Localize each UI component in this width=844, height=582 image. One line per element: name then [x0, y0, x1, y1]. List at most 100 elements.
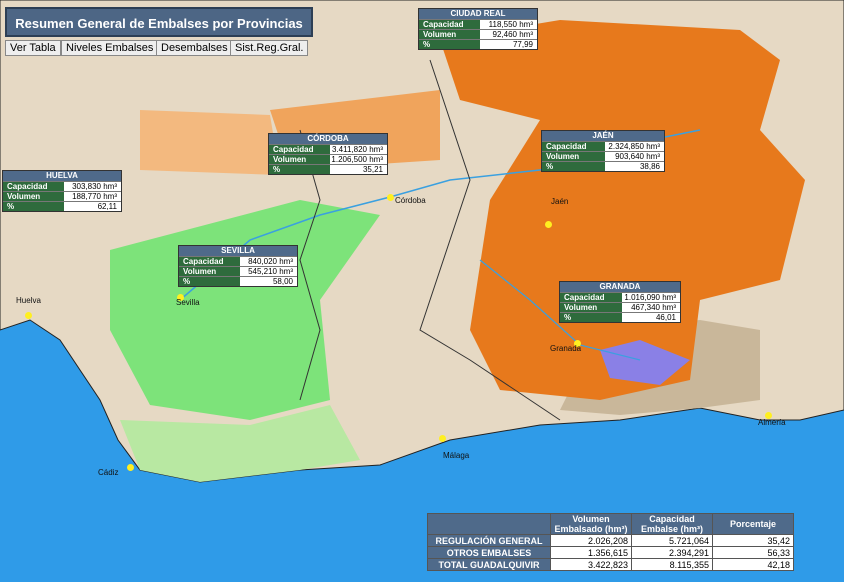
- table-cell: TOTAL GUADALQUIVIR: [427, 558, 551, 571]
- province-row: Volumen 1.206,500 hm³: [269, 154, 387, 164]
- row-value: 92,460 hm³: [492, 30, 533, 39]
- province-box[interactable]: HUELVA Capacidad 303,830 hm³ Volumen 188,770…: [2, 170, 122, 212]
- province-box[interactable]: GRANADA Capacidad 1.016,090 hm³ Volumen 467,…: [559, 281, 681, 323]
- button[interactable]: Niveles Embalses: [61, 40, 159, 56]
- table-cell: OTROS EMBALSES: [427, 546, 551, 559]
- province-row: Capacidad 3.411,820 hm³: [269, 144, 387, 154]
- row-label: Capacidad: [560, 293, 622, 302]
- province-name: HUELVA: [3, 171, 121, 181]
- city-label: Cádiz: [98, 468, 119, 477]
- row-value: 38,86: [639, 162, 660, 171]
- province-row: % 58,00: [179, 276, 297, 286]
- table-cell: 2.026,208: [550, 534, 632, 547]
- province-name: CIUDAD REAL: [419, 9, 537, 19]
- button[interactable]: Sist.Reg.Gral.: [230, 40, 309, 56]
- province-row: Volumen 903,640 hm³: [542, 151, 664, 161]
- row-label: %: [3, 202, 64, 211]
- row-value: 118,550 hm³: [488, 20, 533, 29]
- row-label: Volumen: [419, 30, 480, 39]
- header-cell: [427, 513, 551, 535]
- row-label: %: [269, 165, 330, 174]
- row-label: %: [179, 277, 240, 286]
- city-dot: [127, 464, 134, 471]
- row-label: %: [560, 313, 622, 322]
- table-cell: REGULACIÓN GENERAL: [427, 534, 551, 547]
- row-value: 545,210 hm³: [248, 267, 293, 276]
- header-cell: Capacidad Embalse (hm³): [631, 513, 713, 535]
- province-name: GRANADA: [560, 282, 680, 292]
- row-label: Capacidad: [542, 142, 605, 151]
- row-label: Capacidad: [419, 20, 480, 29]
- province-name: CÓRDOBA: [269, 134, 387, 144]
- province-row: % 46,01: [560, 312, 680, 322]
- province-row: Volumen 92,460 hm³: [419, 29, 537, 39]
- province-row: Volumen 545,210 hm³: [179, 266, 297, 276]
- province-row: Volumen 188,770 hm³: [3, 191, 121, 201]
- city-dot: [387, 194, 394, 201]
- table-cell: 1.356,615: [550, 546, 632, 559]
- province-box[interactable]: SEVILLA Capacidad 840,020 hm³ Volumen 545,21…: [178, 245, 298, 287]
- row-value: 467,340 hm³: [631, 303, 676, 312]
- province-row: Capacidad 2.324,850 hm³: [542, 141, 664, 151]
- row-label: Volumen: [179, 267, 240, 276]
- city-label: Málaga: [443, 451, 470, 460]
- table-row: REGULACIÓN GENERAL 2.026,208 5.721,064 35,4…: [427, 534, 794, 547]
- row-label: Capacidad: [179, 257, 240, 266]
- province-row: Capacidad 303,830 hm³: [3, 181, 121, 191]
- province-box[interactable]: CÓRDOBA Capacidad 3.411,820 hm³ Volumen 1.20…: [268, 133, 388, 175]
- row-value: 77,99: [512, 40, 533, 49]
- row-label: Capacidad: [3, 182, 64, 191]
- button[interactable]: Desembalses: [156, 40, 233, 56]
- summary-table: Volumen Embalsado (hm³) Capacidad Embalse…: [427, 513, 794, 571]
- table-row: OTROS EMBALSES 1.356,615 2.394,291 56,33: [427, 546, 794, 559]
- province-row: Volumen 467,340 hm³: [560, 302, 680, 312]
- city-dot: [545, 221, 552, 228]
- row-value: 3.411,820 hm³: [332, 145, 383, 154]
- header-cell: Volumen Embalsado (hm³): [550, 513, 632, 535]
- table-cell: 35,42: [712, 534, 794, 547]
- province-row: % 38,86: [542, 161, 664, 171]
- header-cell: Porcentaje: [712, 513, 794, 535]
- row-value: 903,640 hm³: [615, 152, 660, 161]
- row-label: Volumen: [542, 152, 605, 161]
- row-value: 1.206,500 hm³: [331, 155, 383, 164]
- row-value: 35,21: [362, 165, 383, 174]
- city-dot: [25, 312, 32, 319]
- province-box[interactable]: JAÉN Capacidad 2.324,850 hm³ Volumen 903,640…: [541, 130, 665, 172]
- row-label: Volumen: [269, 155, 330, 164]
- province-row: Capacidad 118,550 hm³: [419, 19, 537, 29]
- row-value: 840,020 hm³: [248, 257, 293, 266]
- province-row: % 62,11: [3, 201, 121, 211]
- title: Resumen General de Embalses por Provinci…: [5, 7, 313, 37]
- header-row: Volumen Embalsado (hm³) Capacidad Embalse…: [427, 513, 794, 535]
- province-row: % 77,99: [419, 39, 537, 49]
- row-label: %: [419, 40, 480, 49]
- province-row: Capacidad 1.016,090 hm³: [560, 292, 680, 302]
- province-box[interactable]: CIUDAD REAL Capacidad 118,550 hm³ Volumen 92…: [418, 8, 538, 50]
- button[interactable]: Ver Tabla: [5, 40, 61, 56]
- city-label: Sevilla: [176, 298, 200, 307]
- city-label: Granada: [550, 344, 582, 353]
- table-row: TOTAL GUADALQUIVIR 3.422,823 8.115,355 42,1…: [427, 558, 794, 571]
- row-label: Volumen: [3, 192, 64, 201]
- row-label: Volumen: [560, 303, 622, 312]
- city-label: Jaén: [551, 197, 569, 206]
- city-dot: [574, 340, 581, 347]
- province-row: Capacidad 840,020 hm³: [179, 256, 297, 266]
- row-value: 62,11: [97, 202, 117, 211]
- province-name: SEVILLA: [179, 246, 297, 256]
- row-value: 2.324,850 hm³: [608, 142, 660, 151]
- row-value: 46,01: [655, 313, 676, 322]
- province-row: % 35,21: [269, 164, 387, 174]
- table-cell: 2.394,291: [631, 546, 713, 559]
- city-label: Córdoba: [395, 196, 426, 205]
- row-value: 303,830 hm³: [72, 182, 117, 191]
- table-cell: 56,33: [712, 546, 794, 559]
- city-label: Almería: [758, 418, 786, 427]
- table-cell: 42,18: [712, 558, 794, 571]
- city-dot: [177, 294, 184, 301]
- row-label: %: [542, 162, 605, 171]
- province-name: JAÉN: [542, 131, 664, 141]
